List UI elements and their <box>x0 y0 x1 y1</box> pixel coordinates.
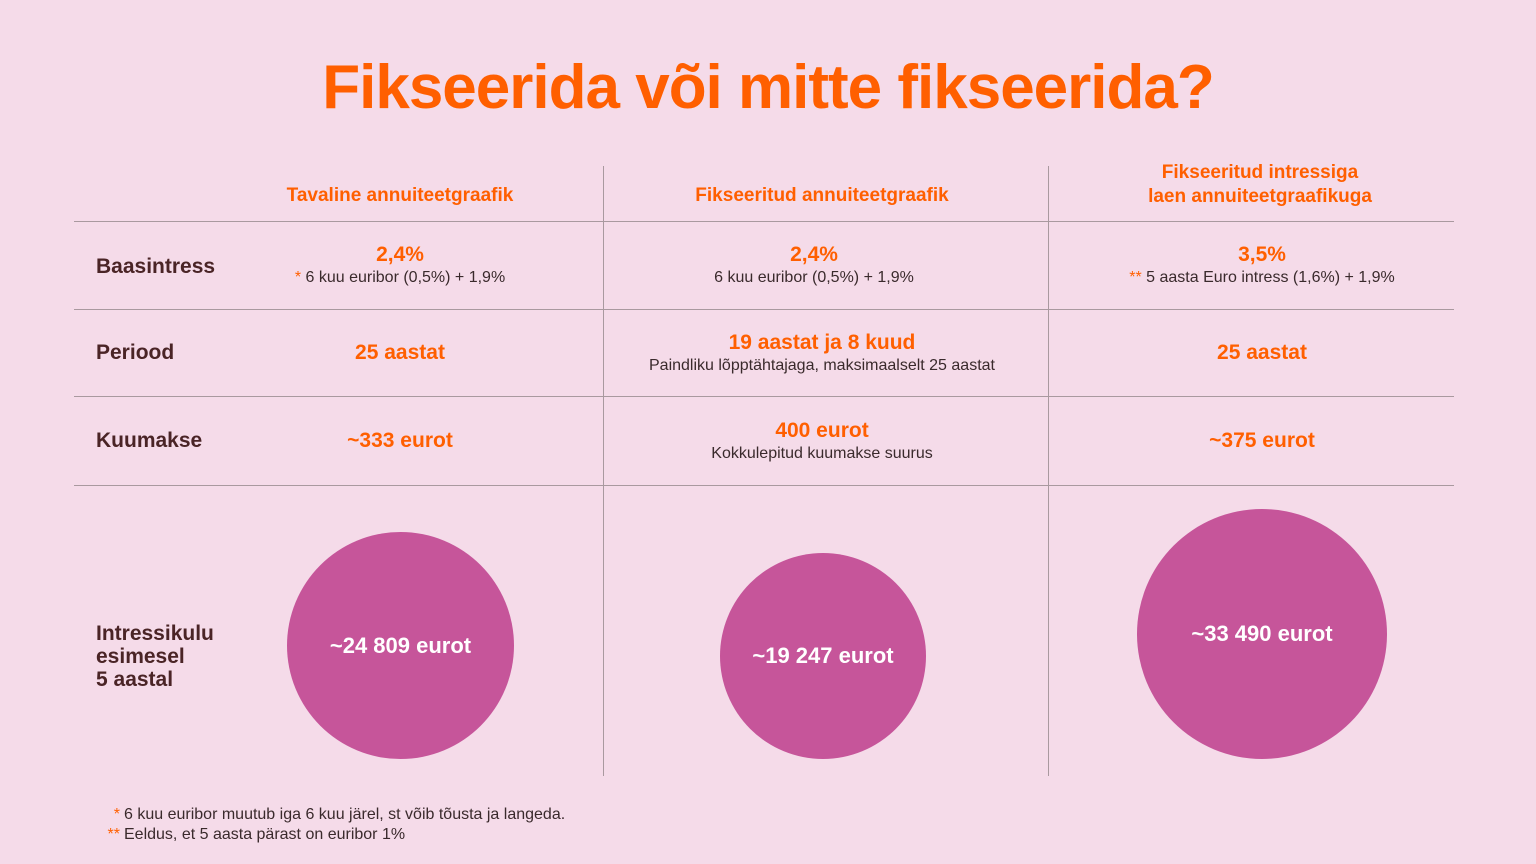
row-divider <box>74 309 1454 310</box>
cell-value: 3,5% <box>1238 243 1286 266</box>
cell-value: ~333 eurot <box>347 429 453 452</box>
cell-baasintress-1: 2,4% * 6 kuu euribor (0,5%) + 1,9% <box>200 243 600 289</box>
row-divider <box>74 396 1454 397</box>
column-header-line: Tavaline annuiteetgraafik <box>286 185 514 206</box>
row-label-periood: Periood <box>96 341 175 364</box>
row-label-intressikulu: Intressikulu esimesel 5 aastal <box>96 622 214 691</box>
footnote-text: 6 kuu euribor muutub iga 6 kuu järel, st… <box>124 806 566 823</box>
interest-cost-circle-1: ~24 809 eurot <box>287 532 514 759</box>
cell-value: 2,4% <box>376 243 424 266</box>
cell-note-text: 6 kuu euribor (0,5%) + 1,9% <box>305 269 506 286</box>
column-header-line: Fikseeritud annuiteetgraafik <box>695 185 949 206</box>
cell-baasintress-2: 2,4% 6 kuu euribor (0,5%) + 1,9% <box>614 243 1014 289</box>
column-divider <box>1048 166 1049 776</box>
footnote-1: * 6 kuu euribor muutub iga 6 kuu järel, s… <box>96 804 565 826</box>
row-label-line: 5 aastal <box>96 668 174 691</box>
row-label-line: Intressikulu <box>96 622 214 645</box>
cell-value: ~375 eurot <box>1209 429 1315 452</box>
column-header-fikseeritud: Fikseeritud annuiteetgraafik <box>622 184 1022 208</box>
cell-value: 19 aastat ja 8 kuud <box>728 331 916 354</box>
cell-baasintress-3: 3,5% ** 5 aasta Euro intress (1,6%) + 1,… <box>1062 243 1462 289</box>
cell-value: 25 aastat <box>1217 341 1307 364</box>
row-label-baasintress: Baasintress <box>96 255 216 278</box>
cell-value: 400 eurot <box>775 419 869 442</box>
interest-cost-circle-2: ~19 247 eurot <box>720 553 926 759</box>
footnote-text: Eeldus, et 5 aasta pärast on euribor 1% <box>124 826 406 843</box>
cell-periood-1: 25 aastat <box>200 341 600 365</box>
interest-cost-circle-3: ~33 490 eurot <box>1137 509 1387 759</box>
cell-value: 25 aastat <box>355 341 445 364</box>
cell-value: 2,4% <box>790 243 838 266</box>
page-title: Fikseerida või mitte fikseerida? <box>322 53 1215 122</box>
column-divider <box>603 166 604 776</box>
interest-cost-value: ~33 490 eurot <box>1191 621 1333 646</box>
column-header-line: Fikseeritud intressiga <box>1161 162 1359 183</box>
cell-note: Kokkulepitud kuumakse suurus <box>711 445 933 462</box>
footnote-marker: * <box>294 269 302 286</box>
footnote-2: ** Eeldus, et 5 aasta pärast on euribor 1… <box>96 824 406 846</box>
cell-note-text: 5 aasta Euro intress (1,6%) + 1,9% <box>1146 269 1395 286</box>
column-header-line: laen annuiteetgraafikuga <box>1148 186 1372 207</box>
interest-cost-value: ~24 809 eurot <box>329 632 472 658</box>
row-label-line: esimesel <box>96 645 185 668</box>
footnote-marker: ** <box>1129 269 1142 286</box>
cell-kuumakse-2: 400 eurot Kokkulepitud kuumakse suurus <box>622 419 1022 465</box>
cell-note: Paindliku lõpptähtajaga, maksimaalselt 2… <box>649 357 995 374</box>
row-label-kuumakse: Kuumakse <box>96 429 203 452</box>
cell-periood-3: 25 aastat <box>1062 341 1462 365</box>
row-divider <box>74 485 1454 486</box>
cell-note: * 6 kuu euribor (0,5%) + 1,9% <box>200 267 600 289</box>
cell-kuumakse-3: ~375 eurot <box>1062 429 1462 453</box>
cell-note: ** 5 aasta Euro intress (1,6%) + 1,9% <box>1062 267 1462 289</box>
column-header-fikseeritud-intress: Fikseeritud intressiga laen annuiteetgra… <box>1060 161 1460 209</box>
column-header-tavaline: Tavaline annuiteetgraafik <box>200 184 600 208</box>
footnote-marker: * <box>113 806 120 823</box>
cell-kuumakse-1: ~333 eurot <box>200 429 600 453</box>
interest-cost-value: ~19 247 eurot <box>752 643 894 668</box>
cell-periood-2: 19 aastat ja 8 kuud Paindliku lõpptähtaj… <box>622 331 1022 377</box>
row-divider <box>74 221 1454 222</box>
cell-note: 6 kuu euribor (0,5%) + 1,9% <box>714 269 914 286</box>
footnote-marker: ** <box>107 826 120 843</box>
